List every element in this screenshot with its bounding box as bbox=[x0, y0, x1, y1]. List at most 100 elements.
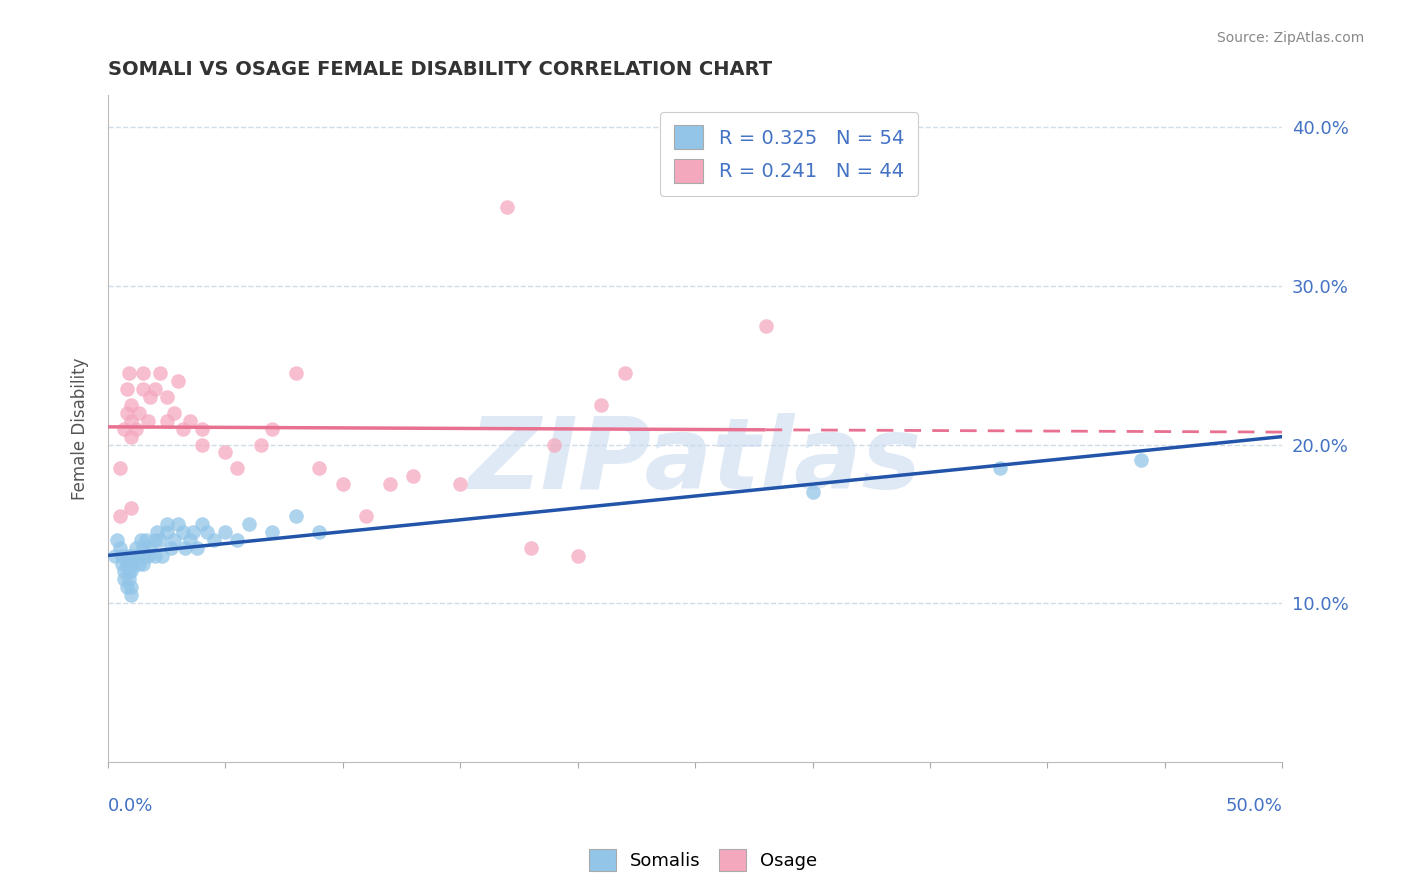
Point bbox=[226, 533, 249, 547]
Point bbox=[143, 533, 166, 547]
Point bbox=[149, 366, 172, 380]
Point bbox=[496, 200, 519, 214]
Point bbox=[128, 557, 150, 571]
Text: SOMALI VS OSAGE FEMALE DISABILITY CORRELATION CHART: SOMALI VS OSAGE FEMALE DISABILITY CORREL… bbox=[108, 60, 772, 78]
Point bbox=[121, 580, 143, 594]
Point bbox=[125, 549, 148, 563]
Point bbox=[163, 406, 186, 420]
Point bbox=[156, 414, 179, 428]
Point bbox=[108, 508, 131, 523]
Point bbox=[112, 565, 135, 579]
Point bbox=[121, 565, 143, 579]
Point bbox=[449, 477, 471, 491]
Point bbox=[249, 437, 271, 451]
Point bbox=[149, 533, 172, 547]
Point bbox=[172, 524, 194, 539]
Point bbox=[356, 508, 378, 523]
Point bbox=[132, 382, 155, 396]
Point bbox=[111, 557, 134, 571]
Point bbox=[262, 422, 284, 436]
Point bbox=[121, 557, 143, 571]
Point bbox=[121, 398, 143, 412]
Point bbox=[308, 524, 330, 539]
Point bbox=[160, 541, 183, 555]
Point bbox=[108, 541, 131, 555]
Point bbox=[121, 588, 143, 602]
Point bbox=[186, 541, 208, 555]
Text: 50.0%: 50.0% bbox=[1226, 797, 1282, 814]
Point bbox=[195, 524, 218, 539]
Point bbox=[174, 541, 197, 555]
Legend: R = 0.325   N = 54, R = 0.241   N = 44: R = 0.325 N = 54, R = 0.241 N = 44 bbox=[661, 112, 918, 196]
Point bbox=[567, 549, 589, 563]
Point bbox=[139, 541, 162, 555]
Point bbox=[132, 366, 155, 380]
Point bbox=[115, 557, 138, 571]
Text: Source: ZipAtlas.com: Source: ZipAtlas.com bbox=[1216, 31, 1364, 45]
Point bbox=[111, 549, 134, 563]
Point bbox=[115, 580, 138, 594]
Point bbox=[150, 549, 173, 563]
Point bbox=[125, 422, 148, 436]
Point bbox=[172, 422, 194, 436]
Point bbox=[613, 366, 636, 380]
Point bbox=[118, 573, 141, 587]
Point bbox=[191, 516, 214, 531]
Point bbox=[179, 414, 201, 428]
Point bbox=[121, 549, 143, 563]
Point bbox=[105, 533, 128, 547]
Point bbox=[191, 422, 214, 436]
Point bbox=[591, 398, 613, 412]
Point bbox=[121, 500, 143, 515]
Point bbox=[115, 549, 138, 563]
Point bbox=[214, 524, 236, 539]
Point bbox=[139, 390, 162, 404]
Point bbox=[132, 549, 155, 563]
Point bbox=[332, 477, 354, 491]
Point bbox=[143, 382, 166, 396]
Point bbox=[125, 541, 148, 555]
Point bbox=[226, 461, 249, 475]
Text: 0.0%: 0.0% bbox=[108, 797, 153, 814]
Point bbox=[163, 533, 186, 547]
Point bbox=[118, 565, 141, 579]
Point bbox=[156, 516, 179, 531]
Point bbox=[115, 382, 138, 396]
Point bbox=[104, 549, 127, 563]
Point bbox=[308, 461, 330, 475]
Point bbox=[132, 541, 155, 555]
Point bbox=[108, 461, 131, 475]
Point bbox=[156, 390, 179, 404]
Point bbox=[990, 461, 1012, 475]
Point bbox=[191, 437, 214, 451]
Point bbox=[238, 516, 260, 531]
Point bbox=[143, 549, 166, 563]
Point bbox=[128, 406, 150, 420]
Point bbox=[118, 366, 141, 380]
Point bbox=[146, 524, 169, 539]
Point bbox=[262, 524, 284, 539]
Point bbox=[167, 516, 190, 531]
Point bbox=[112, 422, 135, 436]
Point bbox=[132, 557, 155, 571]
Point bbox=[1130, 453, 1153, 467]
Point bbox=[284, 366, 307, 380]
Point bbox=[129, 533, 152, 547]
Point bbox=[136, 549, 159, 563]
Point bbox=[112, 573, 135, 587]
Point bbox=[121, 414, 143, 428]
Point bbox=[801, 485, 824, 500]
Text: ZIPatlas: ZIPatlas bbox=[468, 414, 922, 510]
Point bbox=[136, 414, 159, 428]
Point bbox=[284, 508, 307, 523]
Point bbox=[378, 477, 401, 491]
Point bbox=[402, 469, 425, 483]
Point bbox=[202, 533, 225, 547]
Point bbox=[115, 406, 138, 420]
Point bbox=[167, 374, 190, 388]
Point bbox=[179, 533, 201, 547]
Point bbox=[121, 429, 143, 443]
Point bbox=[543, 437, 565, 451]
Point bbox=[214, 445, 236, 459]
Y-axis label: Female Disability: Female Disability bbox=[72, 358, 89, 500]
